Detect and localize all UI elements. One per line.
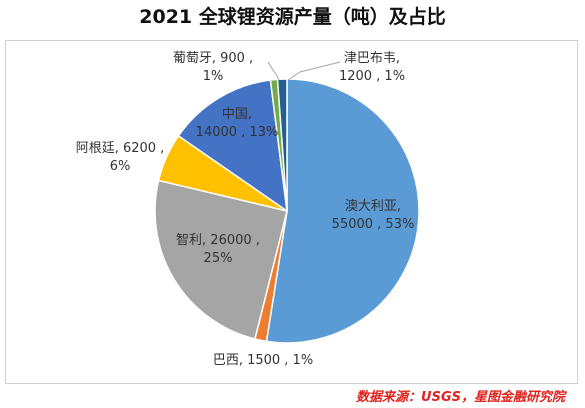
leader-line-portugal (267, 61, 280, 81)
label-chile: 智利, 26000 , 25% (176, 233, 260, 266)
label-argentina: 阿根廷, 6200 , 6% (75, 141, 165, 174)
chart-frame (5, 40, 578, 384)
pie-slice-china (177, 79, 288, 213)
pie-slice-australia (265, 78, 420, 344)
source-note: 数据来源：USGS，星图金融研究院 (356, 390, 565, 405)
leader-line-zimbabwe (287, 61, 341, 81)
label-portugal: 葡萄牙, 900 , 1% (172, 51, 254, 84)
pie-slice-zimbabwe (276, 78, 288, 212)
label-brazil: 巴西, 1500 , 1% (212, 353, 314, 368)
label-zimbabwe: 津巴布韦, 1200 , 1% (338, 51, 406, 84)
label-china: 中国, 14000 , 13% (195, 107, 279, 140)
pie-slice-chile (154, 179, 288, 340)
chart-title: 2021 全球锂资源产量（吨）及占比 (139, 6, 446, 28)
label-australia: 澳大利亚, 55000 , 53% (331, 199, 415, 232)
